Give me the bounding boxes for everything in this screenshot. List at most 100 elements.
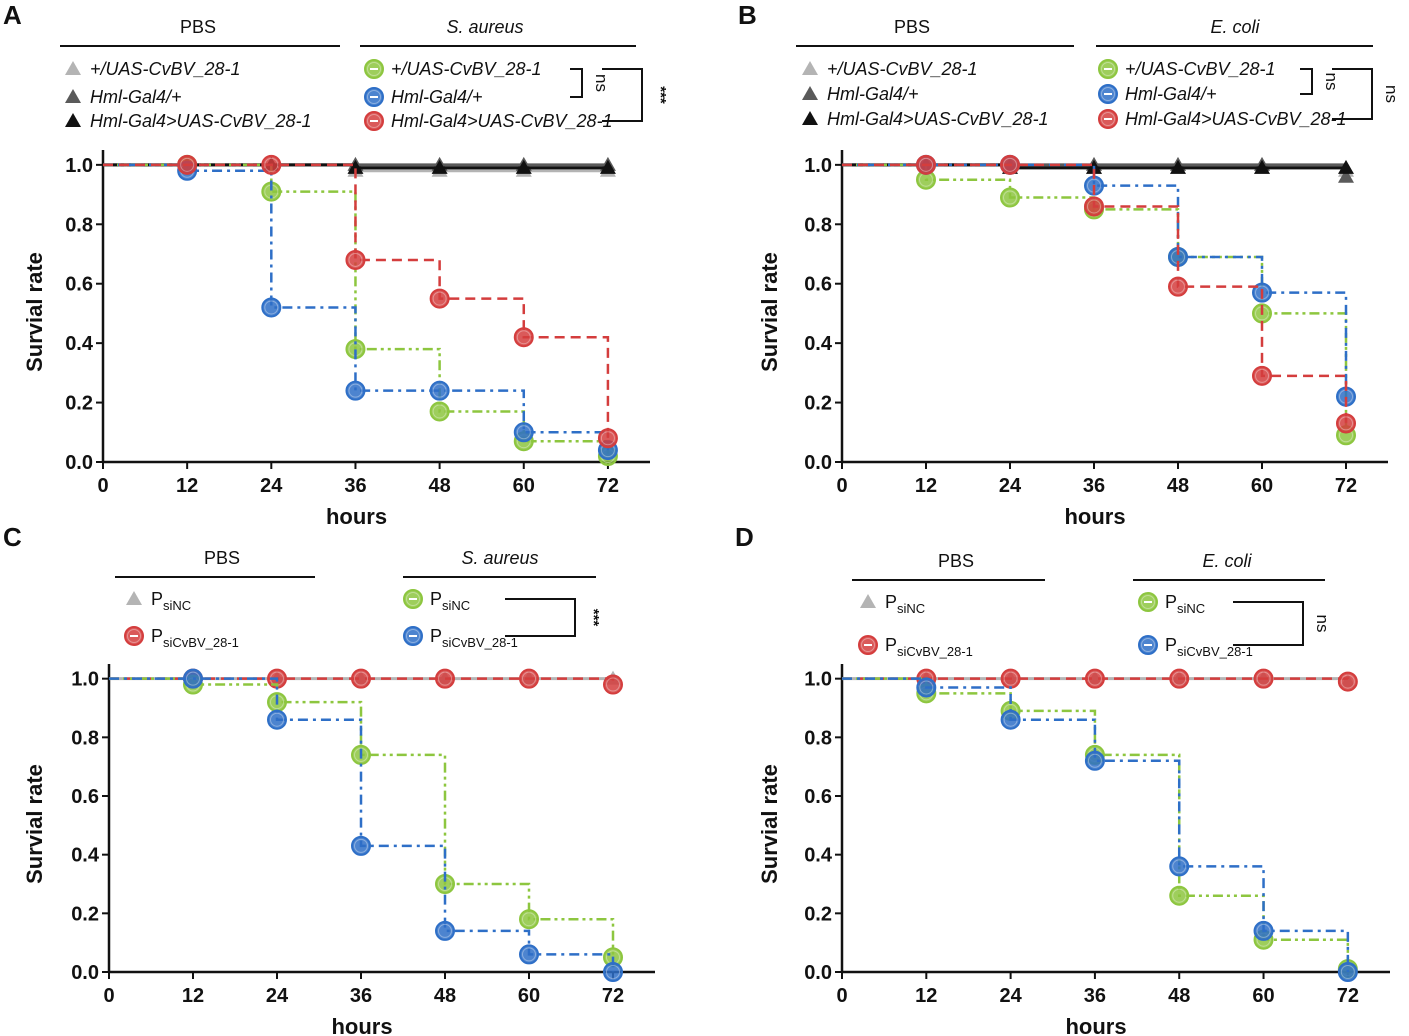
legend-label: Hml-Gal4/+ — [827, 84, 919, 104]
series — [109, 668, 623, 982]
data-point-ring — [1087, 753, 1102, 768]
data-point — [177, 154, 198, 175]
legend-marker-ring — [1101, 62, 1115, 76]
x-tick-label: 60 — [1251, 475, 1273, 497]
series — [103, 154, 618, 467]
data-point-ring — [606, 677, 620, 692]
series — [842, 677, 1358, 980]
legend-label-sub: siCvBV_28-1 — [897, 644, 973, 659]
bracket-line — [505, 598, 576, 637]
legend-label: PsiCvBV_28-1 — [885, 635, 973, 659]
legend-item: PsiNC — [126, 589, 191, 613]
legend-label-main: P — [885, 592, 897, 612]
bracket-line — [602, 68, 643, 122]
data-point-ring — [516, 330, 531, 345]
legend-label: PsiCvBV_28-1 — [1165, 635, 1253, 659]
series-line — [109, 677, 615, 972]
x-tick-label: 36 — [350, 985, 372, 1007]
legend-marker — [802, 61, 818, 75]
y-tick-label: 0.4 — [71, 845, 100, 867]
legend-label-sub: siNC — [1177, 601, 1205, 616]
data-point-ring — [1172, 671, 1187, 686]
data-point-ring — [1003, 712, 1018, 727]
data-point — [1252, 365, 1272, 386]
panel-b: B PBS E. coli +/UAS-CvBV_28-1 Hml-Gal4/+ Hml-… — [738, 0, 1401, 529]
x-tick-label: 36 — [1083, 475, 1105, 497]
legend-item: +/UAS-CvBV_28-1 — [1098, 59, 1276, 79]
legend-item: Hml-Gal4>UAS-CvBV_28-1 — [364, 111, 613, 131]
x-tick-label: 0 — [103, 985, 114, 1007]
data-point — [519, 944, 539, 965]
data-point-ring — [600, 431, 615, 446]
legend-label: Hml-Gal4>UAS-CvBV_28-1 — [90, 111, 312, 131]
legend-marker-ring — [367, 90, 381, 104]
legend-marker — [65, 113, 81, 127]
data-point-ring — [1171, 279, 1185, 294]
legend-label: +/UAS-CvBV_28-1 — [391, 59, 542, 79]
data-point-ring — [180, 157, 195, 172]
legend-marker — [802, 111, 818, 125]
series-line — [103, 163, 610, 457]
panel-letter: A — [3, 0, 22, 30]
y-tick-label: 0.0 — [804, 962, 832, 984]
data-point-ring — [1172, 888, 1187, 903]
y-tick-label: 0.8 — [804, 727, 832, 749]
data-point — [603, 962, 623, 982]
data-point — [515, 159, 532, 174]
data-point — [351, 668, 371, 689]
x-tick-label: 48 — [1168, 985, 1190, 1007]
data-point — [261, 297, 282, 318]
legend-label: PsiNC — [430, 589, 470, 613]
significance-label: ns — [1322, 73, 1341, 91]
legend-item: Hml-Gal4/+ — [1098, 84, 1217, 104]
x-tick-label: 24 — [999, 985, 1022, 1007]
legend-item: Hml-Gal4>UAS-CvBV_28-1 — [65, 111, 312, 131]
data-point — [916, 154, 936, 175]
data-point — [429, 288, 450, 309]
legend-marker-ring — [367, 114, 381, 128]
y-tick-label: 0.2 — [65, 393, 93, 415]
data-point-ring — [270, 712, 284, 727]
x-axis-label: hours — [326, 504, 387, 529]
legend-marker-ring — [406, 592, 420, 606]
legend-marker-ring — [406, 629, 420, 643]
data-point-ring — [354, 838, 368, 853]
data-point — [183, 668, 203, 689]
y-tick-label: 0.6 — [804, 786, 832, 808]
data-point — [599, 159, 616, 174]
y-axis-label: Survial rate — [22, 252, 47, 372]
data-point — [1336, 413, 1356, 434]
data-point — [435, 668, 455, 689]
data-point — [1084, 750, 1105, 771]
series — [109, 674, 623, 968]
group-header: PBS — [180, 17, 216, 37]
data-point-ring — [432, 404, 447, 419]
data-point — [1253, 668, 1274, 689]
x-tick-label: 12 — [915, 475, 937, 497]
series — [842, 668, 1358, 692]
legend-marker — [126, 591, 142, 605]
data-point — [435, 920, 455, 941]
bracket-line — [570, 68, 583, 98]
legend-label: +/UAS-CvBV_28-1 — [827, 59, 978, 79]
significance-bracket: *** — [602, 68, 669, 122]
bracket-line — [1300, 68, 1313, 95]
y-tick-label: 1.0 — [71, 669, 99, 691]
significance-label: ns — [1313, 615, 1332, 633]
group-header: E. coli — [1210, 17, 1260, 37]
data-point-ring — [1003, 671, 1018, 686]
legend-label-main: P — [885, 635, 897, 655]
legend-item: +/UAS-CvBV_28-1 — [364, 59, 542, 79]
y-axis-label: Survial rate — [757, 764, 782, 884]
significance-label: ns — [1382, 85, 1401, 103]
data-point — [351, 835, 371, 856]
series-line — [842, 163, 1348, 397]
data-point — [429, 380, 450, 401]
significance-bracket: *** — [505, 598, 602, 637]
data-point-ring — [1172, 859, 1187, 874]
y-tick-label: 0.0 — [71, 962, 99, 984]
data-point — [603, 674, 623, 695]
data-point-ring — [606, 965, 620, 979]
data-point-ring — [348, 252, 363, 267]
series — [103, 160, 618, 461]
